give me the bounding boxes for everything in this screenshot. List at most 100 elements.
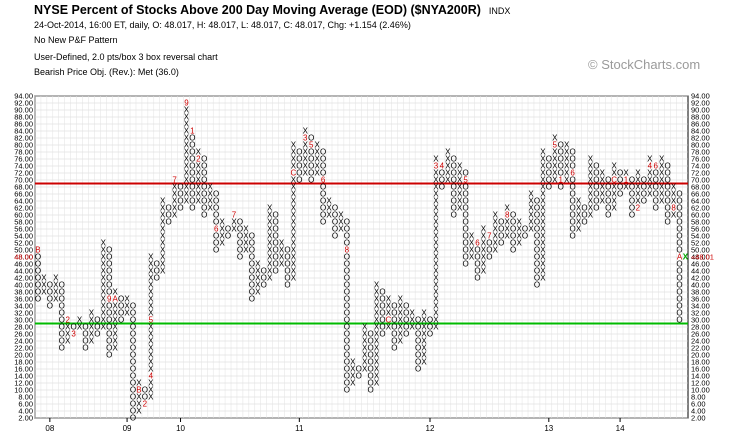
o-box: O [47,281,53,290]
x-box: X [386,302,392,311]
x-box: X [350,379,356,388]
x-box: X [421,344,427,353]
x-box: X [148,365,154,374]
y-tick-label-left: 94.00 [14,92,33,101]
x-box: X [505,204,511,213]
o-box: O [344,323,350,332]
o-box: O [664,218,670,227]
o-box: O [379,323,385,332]
y-tick-label-right: 80.00 [691,141,710,150]
x-box: X [552,169,558,178]
x-box: X [184,155,190,164]
o-box: O [569,148,575,157]
x-box: X [374,372,380,381]
o-box: O [118,295,124,304]
x-box: X [219,218,225,227]
o-box: O [546,155,552,164]
o-box: O [118,302,124,311]
x-box: X [421,358,427,367]
x-box: X [659,183,665,192]
x-box: X [528,218,534,227]
o-box: O [284,267,290,276]
o-box: O [391,316,397,325]
o-box: O [320,183,326,192]
y-tick-label-right: 26.00 [691,330,710,339]
x-box: X [148,393,154,402]
month-marker: A [113,295,119,304]
month-marker: 7 [172,176,177,185]
o-box: O [189,183,195,192]
x-box: X [493,225,499,234]
x-box: X [540,190,546,199]
y-tick-label-left: 12.00 [14,379,33,388]
o-box: O [249,288,255,297]
o-box: O [154,260,160,269]
x-box: X [113,323,119,332]
o-box: O [546,183,552,192]
x-box: X [160,239,166,248]
month-marker: 4 [440,162,445,171]
x-box: X [374,358,380,367]
o-box: O [629,176,635,185]
o-box: O [320,155,326,164]
o-box: O [332,225,338,234]
x-box: X [588,211,594,220]
y-tick-label-left: 38.00 [14,288,33,297]
o-box: O [367,372,373,381]
y-tick-label-left: 26.00 [14,330,33,339]
x-box: X [600,183,606,192]
o-box: O [474,246,480,255]
o-box: O [593,204,599,213]
x-box: X [540,176,546,185]
x-box: X [148,267,154,276]
y-tick-label-right: 94.00 [691,92,710,101]
o-box: O [676,260,682,269]
o-box: O [558,141,564,150]
x-box: X [314,155,320,164]
x-box: X [433,155,439,164]
x-tick-label: 08 [45,424,54,433]
month-marker: A [677,253,683,262]
o-box: O [249,260,255,269]
x-box: X [374,281,380,290]
y-tick-label-right: 60.00 [691,211,710,220]
y-tick-label-left: 70.00 [14,176,33,185]
y-tick-label-right: 44.00 [691,267,710,276]
x-box: X [184,197,190,206]
o-box: O [569,190,575,199]
o-box: O [320,211,326,220]
x-box: X [493,239,499,248]
x-box: X [445,162,451,171]
x-box: X [148,302,154,311]
x-box: X [374,344,380,353]
o-box: O [569,225,575,234]
x-box: X [398,337,404,346]
o-box: O [106,281,112,290]
x-box: X [267,253,273,262]
o-box: O [344,379,350,388]
y-tick-label-right: 10.00 [691,386,710,395]
x-box: X [172,183,178,192]
y-tick-label-right: 6.00 [691,400,706,409]
x-box: X [196,190,202,199]
x-tick-label: 14 [616,424,625,433]
o-box: O [593,197,599,206]
x-box: X [386,309,392,318]
y-tick-label-right: 72.00 [691,169,710,178]
x-box: X [136,393,142,402]
o-box: O [249,274,255,283]
x-box: X [647,190,653,199]
x-box: X [350,372,356,381]
x-box: X [243,232,249,241]
x-box: X [374,302,380,311]
o-box: O [463,225,469,234]
x-box: X [113,344,119,353]
x-box: X [160,260,166,269]
x-box: X [303,127,309,136]
month-marker: 5 [309,141,314,150]
x-box: X [421,330,427,339]
month-marker: 5 [463,176,468,185]
x-box: X [291,267,297,276]
o-box: O [569,232,575,241]
x-box: X [160,246,166,255]
